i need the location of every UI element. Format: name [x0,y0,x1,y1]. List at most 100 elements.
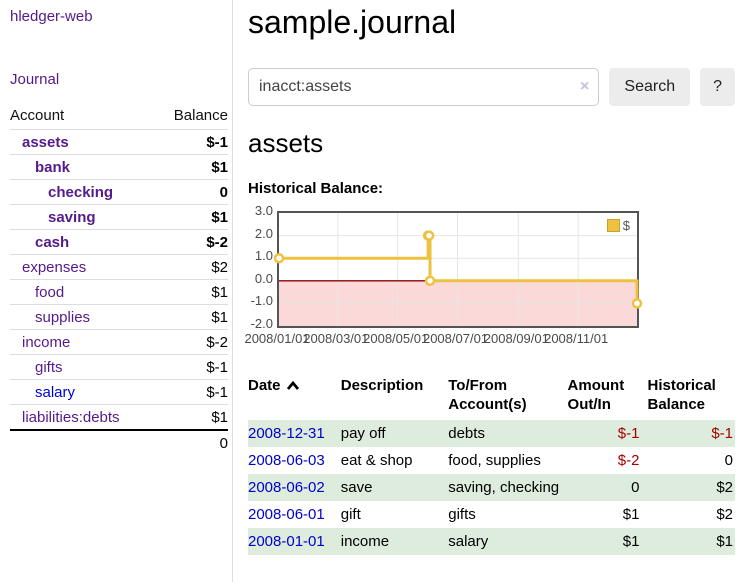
col-date[interactable]: Date [248,372,341,420]
account-cell: supplies [10,304,156,330]
account-link[interactable]: assets [22,133,69,151]
account-cell: liabilities:debts [10,404,156,430]
account-row: expenses $2 [10,254,228,280]
clear-search-icon[interactable]: × [580,78,590,95]
register-balance-cell: $-1 [711,425,733,442]
account-link[interactable]: liabilities:debts [22,408,120,426]
account-cell: salary [10,379,156,405]
y-tick-label: -2.0 [250,316,273,331]
register-accounts-cell: gifts [448,506,476,523]
account-balance: $-1 [155,129,228,155]
account-row: assets $-1 [10,129,228,155]
register-description-cell: eat & shop [340,452,413,469]
date-link[interactable]: 2008-06-02 [248,479,325,496]
register-accounts-cell: food, supplies [448,452,541,469]
date-link[interactable]: 2008-01-01 [248,533,325,550]
chart-canvas [273,213,643,326]
account-link[interactable]: checking [48,183,114,201]
accounts-header-account: Account [10,107,65,124]
register-header-row: Date Description To/From Account(s) Amou… [248,372,735,420]
register-balance-cell: $2 [716,479,733,496]
y-tick-label: 2.0 [254,225,273,241]
y-tick-label: 0.0 [254,270,273,286]
search-button[interactable]: Search [609,68,691,106]
legend-swatch [606,219,620,232]
account-link[interactable]: food [35,283,65,301]
account-balance: $1 [155,304,228,330]
account-link[interactable]: supplies [35,308,91,326]
sort-ascending-icon [286,380,299,390]
accounts-table: Account Balance assets $-1 bank $1 checking 0… [10,104,228,456]
register-row: 2008-06-03 eat & shop food, supplies $-2 0 [248,447,735,474]
page-title: sample.journal [248,4,457,40]
chart-plot-area: $ [273,211,643,328]
register-description-cell: save [340,479,373,496]
account-row: bank $1 [10,154,228,180]
col-accounts: To/From Account(s) [448,377,527,413]
x-tick-label: 2008/01/01 [244,331,310,346]
date-link[interactable]: 2008-06-03 [248,452,325,469]
chart-title: Historical Balance: [248,180,384,197]
account-balance: $-2 [155,329,228,355]
col-amount: Amount Out/In [567,377,625,413]
account-link[interactable]: expenses [22,258,87,276]
date-link[interactable]: 2008-12-31 [248,425,325,442]
y-tick-label: 3.0 [254,203,273,218]
account-heading: assets [248,128,324,158]
search-input[interactable] [248,68,600,106]
date-link[interactable]: 2008-06-01 [248,506,325,523]
register-balance-cell: $1 [716,533,733,550]
register-description-cell: gift [340,506,361,523]
legend-label: $ [622,218,630,233]
account-link[interactable]: gifts [35,358,63,376]
account-cell: cash [10,229,156,255]
brand-link[interactable]: hledger-web [10,8,93,25]
register-date-cell: 2008-01-01 [248,528,341,555]
account-row: cash $-2 [10,229,228,255]
register-balance-cell: 0 [724,452,733,469]
account-cell: food [10,279,156,305]
accounts-total-spacer [10,429,156,456]
account-cell: bank [10,154,156,180]
account-link[interactable]: saving [48,208,96,226]
search-input-wrap: × [248,68,600,106]
account-balance: $1 [155,154,228,180]
col-balance: Historical Balance [647,377,716,413]
register-amount-cell: $-1 [617,425,640,442]
account-balance: $1 [155,404,228,430]
register-description-cell: pay off [340,425,386,442]
x-tick-label: 2008/05/01 [363,331,429,346]
account-link[interactable]: bank [35,158,71,176]
register-amount-cell: $-2 [617,452,640,469]
col-date-label: Date [248,377,281,394]
register-row: 2008-12-31 pay off debts $-1 $-1 [248,420,735,447]
account-row: income $-2 [10,329,228,355]
account-row: salary $-1 [10,379,228,405]
account-link[interactable]: income [22,333,71,351]
register-balance-cell: $2 [716,506,733,523]
account-balance: $1 [155,204,228,230]
account-cell: gifts [10,354,156,380]
account-link[interactable]: cash [35,233,70,251]
account-row: food $1 [10,279,228,305]
register-amount-cell: $1 [622,533,640,550]
sidebar: hledger-web Journal Account Balance asse… [0,0,233,582]
account-row: saving $1 [10,204,228,230]
register-row: 2008-01-01 income salary $1 $1 [248,528,735,555]
account-cell: income [10,329,156,355]
register-amount-cell: 0 [631,479,640,496]
register-accounts-cell: debts [448,425,485,442]
account-balance: $-2 [155,229,228,255]
sidebar-item-journal[interactable]: Journal [10,71,60,88]
account-balance: $-1 [155,354,228,380]
accounts-total-row: 0 [10,429,228,456]
register-date-cell: 2008-06-01 [248,501,341,528]
register-date-cell: 2008-06-03 [248,447,341,474]
register-row: 2008-06-02 save saving, checking 0 $2 [248,474,735,501]
account-balance: 0 [155,179,228,205]
account-cell: checking [10,179,156,205]
accounts-total-value: 0 [155,429,228,456]
help-button[interactable]: ? [700,68,735,106]
account-row: gifts $-1 [10,354,228,380]
account-link[interactable]: salary [35,383,76,401]
